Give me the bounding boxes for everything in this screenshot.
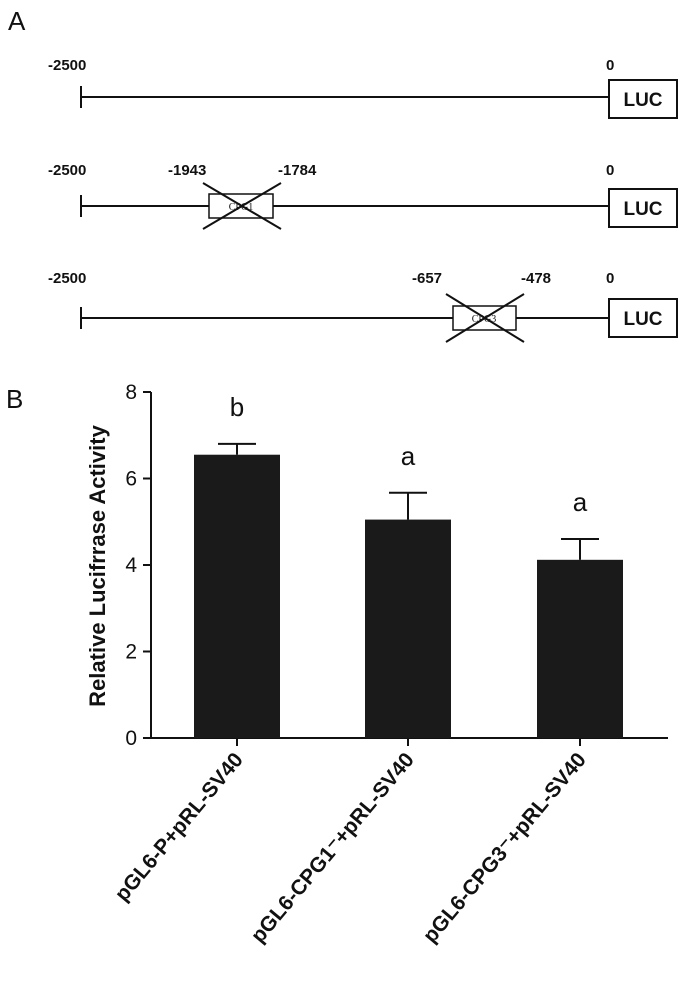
y-tick-label-1: 2 [125, 641, 137, 664]
significance-label-0: b [230, 392, 244, 422]
construct-2-deletion-to-label: -1784 [278, 162, 317, 179]
construct-3-deletion-to-label: -478 [521, 270, 551, 287]
cpg1-box [208, 193, 274, 219]
construct-3-end-label: 0 [606, 270, 614, 287]
construct-1-start-label: -2500 [48, 57, 86, 74]
significance-label-2: a [573, 487, 588, 517]
y-tick-label-4: 8 [125, 381, 137, 404]
construct-3-deletion-from-label: -657 [412, 270, 442, 287]
construct-1-end-label: 0 [606, 57, 614, 74]
y-tick-label-2: 4 [125, 554, 137, 577]
cpg1-cross-line-2 [202, 182, 282, 230]
y-tick-label-0: 0 [125, 727, 137, 750]
construct-1-luc-box [608, 79, 678, 119]
bar-1 [365, 519, 451, 738]
panel-a-label: A [8, 6, 26, 36]
cpg3-cross-line-2 [445, 293, 525, 343]
construct-1: -2500 0 LUC [48, 57, 678, 119]
bar-0 [194, 454, 280, 738]
significance-label-1: a [401, 441, 416, 471]
construct-2-end-label: 0 [606, 162, 614, 179]
construct-1-luc-label: LUC [623, 90, 662, 111]
construct-2-luc-label: LUC [623, 199, 662, 220]
construct-2-start-label: -2500 [48, 162, 86, 179]
construct-2-luc-box [608, 188, 678, 228]
y-axis-label: Relative Lucifrrase Activity [85, 424, 110, 706]
construct-3-luc-label: LUC [623, 309, 662, 330]
construct-2: -2500 -1943 -1784 0 CPG1 LUC [48, 162, 678, 230]
y-tick-label-3: 6 [125, 468, 137, 491]
construct-3-luc-box [608, 298, 678, 338]
construct-2-deletion-from-label: -1943 [168, 162, 206, 179]
construct-3: -2500 -657 -478 0 CPG3 LUC [48, 270, 678, 343]
x-tick-label-2: pGL6-CPG3⁻+pRL-SV40 [419, 748, 591, 947]
x-tick-label-1: pGL6-CPG1⁻+pRL-SV40 [247, 748, 419, 947]
construct-3-start-label: -2500 [48, 270, 86, 287]
x-tick-label-0: pGL6-P+pRL-SV40 [111, 748, 248, 905]
bar-2 [537, 559, 623, 738]
panel-b-label: B [6, 384, 23, 414]
bar-chart: 0 2 4 6 8 b pGL6-P+pRL-SV40 a pGL6-CPG1⁻+pRL-SV4… [111, 381, 668, 947]
